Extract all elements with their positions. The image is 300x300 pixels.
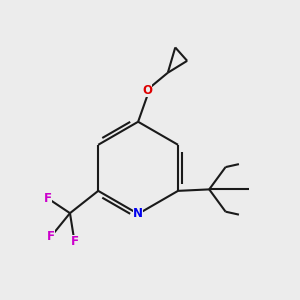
Text: F: F (44, 192, 52, 205)
Text: N: N (133, 207, 143, 220)
Text: O: O (142, 84, 152, 97)
Text: F: F (70, 235, 78, 248)
Text: F: F (47, 230, 55, 243)
